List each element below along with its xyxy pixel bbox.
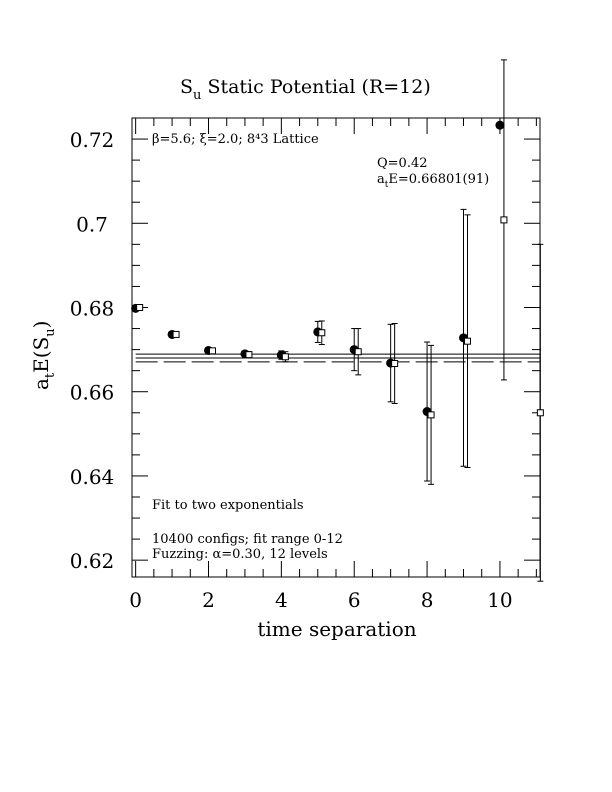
q-annotation: Q=0.42 [377,156,428,171]
x-axis-label: time separation [257,617,416,641]
data-point-square [318,329,326,337]
energy-annotation-rest: E=0.66801(91) [388,172,489,187]
y-axis-label-mid: E(S [29,337,53,373]
data-point-square [136,303,144,311]
data-point-square [281,353,289,361]
tick-labels: 0.62 0.64 0.66 0.68 0.7 0.72 0 2 4 6 8 10 [70,128,513,612]
data-point-square [464,337,471,345]
y-tick-label: 0.7 [76,212,108,236]
chart-title: Su Static Potential (R=12) [180,76,431,103]
energy-annotation-sub: t [385,180,389,190]
data-point-square [500,216,508,224]
x-tick-label: 6 [348,588,361,612]
data-point-circle [495,120,505,130]
y-axis-label-end: ) [29,321,53,329]
data-point-square [172,330,180,338]
y-axis-label-sub1: t [43,372,58,378]
data-point-square [245,351,253,359]
data-series [131,59,544,582]
energy-annotation: atE=0.66801(91) [377,172,489,190]
data-point-square [209,347,216,355]
y-tick-label: 0.66 [70,381,115,405]
chart-title-main: S [180,76,193,98]
energy-annotation-main: a [377,172,385,187]
data-point-square [391,360,399,368]
y-tick-label: 0.62 [70,549,115,573]
x-tick-label: 0 [129,588,142,612]
x-tick-label: 10 [487,588,512,612]
fuzzing-annotation: Fuzzing: α=0.30, 12 levels [152,547,328,562]
y-tick-label: 0.64 [70,465,115,489]
x-tick-label: 2 [202,588,215,612]
x-tick-label: 4 [275,588,288,612]
data-point-square [354,348,362,356]
fit-band [135,353,540,363]
fit-type-annotation: Fit to two exponentials [152,498,304,513]
y-tick-label: 0.68 [70,296,115,320]
lattice-annotation: β=5.6; ξ=2.0; 8⁴3 Lattice [152,132,319,147]
y-tick-label: 0.72 [70,128,115,152]
tick-marks [132,117,540,577]
chart-title-rest: Static Potential (R=12) [201,76,430,98]
x-tick-label: 8 [421,588,434,612]
series-open-square [136,59,544,582]
data-point-square [536,409,544,417]
y-axis-label-main: a [29,378,53,390]
data-point-square [427,411,435,419]
configs-annotation: 10400 configs; fit range 0-12 [152,532,343,547]
chart-title-sub: u [193,88,201,103]
y-axis-label-sub2: u [43,328,58,336]
y-axis-label: atE(Su) [29,321,58,390]
